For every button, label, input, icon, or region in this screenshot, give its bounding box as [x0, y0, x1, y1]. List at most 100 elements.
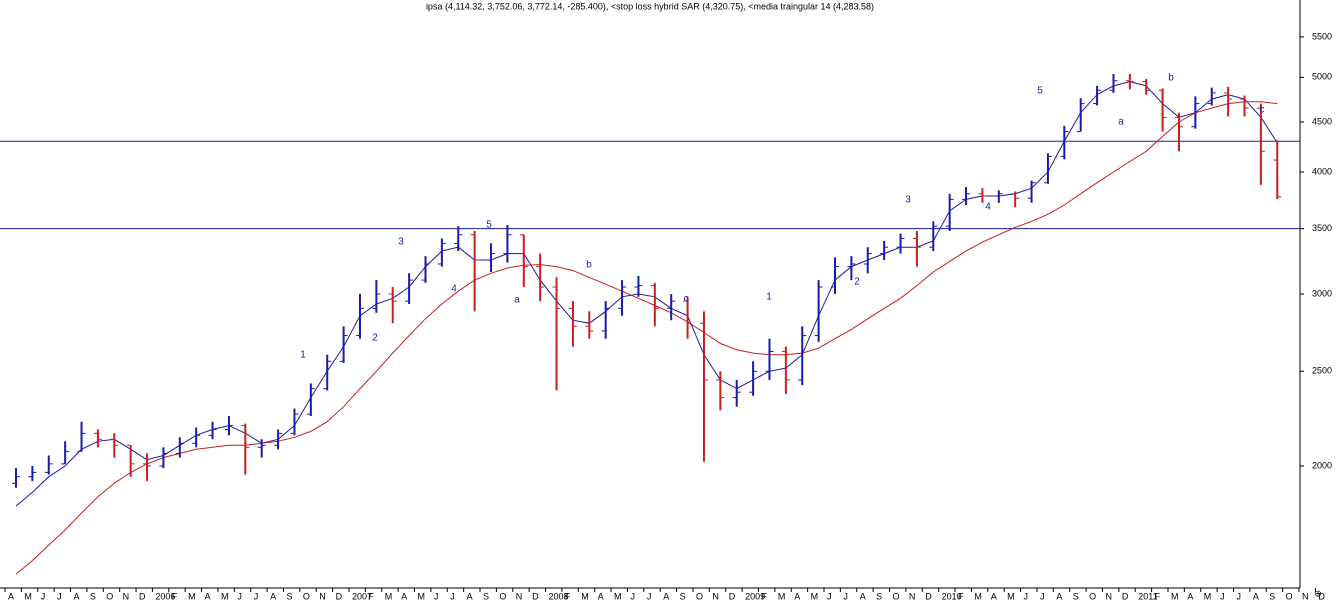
x-tick-label: N: [123, 591, 130, 601]
x-tick-label: A: [467, 591, 473, 601]
x-tick-label: O: [1089, 591, 1096, 601]
x-tick-label: M: [778, 591, 786, 601]
y-tick-label: 2500: [1312, 366, 1332, 376]
x-tick-label: J: [1220, 591, 1225, 601]
x-tick-label: A: [1253, 591, 1259, 601]
x-tick-label: J: [1237, 591, 1242, 601]
x-tick-label: D: [336, 591, 343, 601]
x-tick-label: J: [1024, 591, 1029, 601]
x-tick-label: M: [614, 591, 622, 601]
x-tick-label: M: [1007, 591, 1015, 601]
x-tick-label: O: [696, 591, 703, 601]
x-tick-label: O: [106, 591, 113, 601]
x-tick-label: F: [761, 591, 767, 601]
wave-label: b: [1168, 73, 1174, 84]
x-tick-label: M: [24, 591, 32, 601]
x-tick-label: S: [286, 591, 292, 601]
x-tick-label: O: [1286, 591, 1293, 601]
x-tick-label: F: [1155, 591, 1161, 601]
x-tick-label: J: [843, 591, 848, 601]
x-tick-label: J: [237, 591, 242, 601]
x-tick-label: F: [565, 591, 571, 601]
x-tick-label: A: [205, 591, 211, 601]
x-tick-label: S: [483, 591, 489, 601]
x-tick-label: 2009: [745, 591, 765, 601]
x-tick-label: S: [90, 591, 96, 601]
wave-label: 1: [766, 292, 772, 303]
indicator-line: [15, 81, 1278, 507]
x-tick-label: N: [712, 591, 719, 601]
x-tick-label: O: [893, 591, 900, 601]
chart-title: ipsa (4,114.32, 3,752.06, 3,772.14, -285…: [426, 1, 874, 11]
wave-label: 5: [486, 220, 492, 231]
x-tick-label: N: [1105, 591, 1112, 601]
x-tick-label: M: [221, 591, 229, 601]
x-tick-label: O: [303, 591, 310, 601]
x-tick-label: D: [532, 591, 539, 601]
x-tick-label: 2007: [352, 591, 372, 601]
wave-label: c: [684, 294, 689, 305]
x-tick-label: D: [1122, 591, 1129, 601]
wave-label: 4: [985, 202, 991, 213]
x-tick-label: J: [630, 591, 635, 601]
x-tick-label: M: [974, 591, 982, 601]
indicator-line: [15, 101, 1278, 575]
x-tick-label: N: [319, 591, 326, 601]
x-tick-label: N: [1302, 591, 1309, 601]
y-tick-label: 4500: [1312, 116, 1332, 126]
wave-label: a: [1118, 117, 1124, 128]
x-tick-label: D: [1318, 591, 1325, 601]
x-tick-label: A: [74, 591, 80, 601]
x-tick-label: A: [991, 591, 997, 601]
wave-label: 2: [372, 333, 378, 344]
x-tick-label: M: [188, 591, 196, 601]
x-tick-label: F: [368, 591, 374, 601]
x-tick-label: A: [663, 591, 669, 601]
y-tick-label: 3500: [1312, 223, 1332, 233]
x-tick-label: N: [909, 591, 916, 601]
x-tick-label: A: [860, 591, 866, 601]
wave-label: c: [1260, 105, 1265, 116]
x-tick-label: J: [434, 591, 439, 601]
x-tick-label: J: [254, 591, 259, 601]
x-tick-label: 2008: [549, 591, 569, 601]
wave-label: 4: [451, 284, 457, 295]
x-tick-label: F: [172, 591, 178, 601]
wave-label: 5: [1037, 86, 1043, 97]
x-tick-label: F: [958, 591, 964, 601]
x-tick-label: A: [401, 591, 407, 601]
x-tick-label: J: [1040, 591, 1045, 601]
x-tick-label: A: [1187, 591, 1193, 601]
wave-label: 3: [905, 195, 911, 206]
x-tick-label: A: [1056, 591, 1062, 601]
y-tick-label: 4000: [1312, 166, 1332, 176]
y-tick-label: 3000: [1312, 288, 1332, 298]
y-tick-label: 5000: [1312, 72, 1332, 82]
x-tick-label: D: [729, 591, 736, 601]
x-tick-label: J: [647, 591, 652, 601]
wave-label: b: [586, 260, 592, 271]
x-tick-label: M: [1204, 591, 1212, 601]
x-tick-label: S: [680, 591, 686, 601]
x-tick-label: M: [418, 591, 426, 601]
x-tick-label: A: [8, 591, 14, 601]
x-tick-label: N: [516, 591, 523, 601]
x-tick-label: 2006: [155, 591, 175, 601]
wave-label: a: [514, 295, 520, 306]
x-tick-label: M: [811, 591, 819, 601]
wave-label: 3: [398, 237, 404, 248]
x-tick-label: S: [1269, 591, 1275, 601]
y-tick-label: 5500: [1312, 31, 1332, 41]
x-tick-label: S: [876, 591, 882, 601]
x-tick-label: M: [1171, 591, 1179, 601]
x-tick-label: D: [925, 591, 932, 601]
x-tick-label: A: [598, 591, 604, 601]
x-tick-label: D: [139, 591, 146, 601]
x-tick-label: A: [794, 591, 800, 601]
x-tick-label: O: [499, 591, 506, 601]
x-tick-label: J: [450, 591, 455, 601]
x-tick-label: M: [385, 591, 393, 601]
corner-icon[interactable]: ⊕: [1314, 588, 1322, 598]
